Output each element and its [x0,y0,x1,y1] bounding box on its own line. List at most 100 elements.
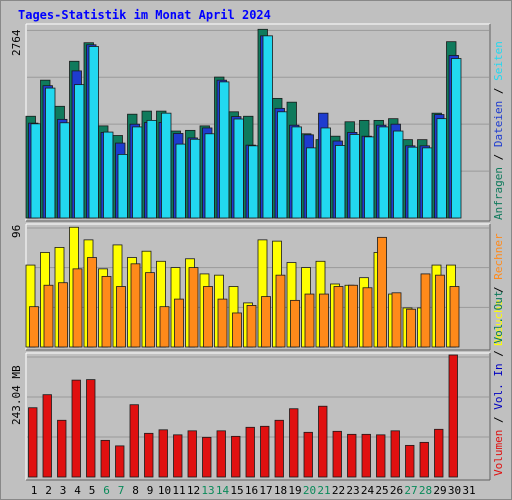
bar-rechner-day-4 [72,268,83,348]
legend-entry: Besuche [492,300,505,346]
bar-seiten-day-8 [132,126,143,219]
bar-rechner-day-12 [188,267,199,348]
bar-volumen-day-8 [129,404,139,478]
bar-rechner-day-23 [348,284,358,348]
bar-volumen-day-2 [42,394,52,478]
x-tick-label-day-19: 19 [288,484,301,497]
legend-entry: Dateien [492,101,505,147]
bar-seiten-day-3 [59,122,70,219]
bar-volumen-day-30 [448,354,458,478]
bar-seiten-day-2 [45,87,56,219]
y-axis-max-label-visits: 96 [10,225,23,238]
bar-volumen-day-22 [332,430,342,478]
bar-volumen-day-27 [405,444,415,478]
x-tick-label-day-21: 21 [317,484,330,497]
x-tick-label-day-27: 27 [404,484,417,497]
bar-seiten-day-6 [103,131,114,219]
bar-seiten-day-27 [407,146,418,219]
x-tick-label-day-3: 3 [60,484,67,497]
bar-rechner-day-15 [232,312,242,348]
right-legend-text: Anfragen / Dateien / Seiten [492,41,505,220]
bar-volumen-day-29 [434,428,444,478]
bar-seiten-day-21 [320,127,331,219]
bar-seiten-day-22 [335,145,346,219]
bar-rechner-day-24 [362,287,373,348]
bar-volumen-day-1 [28,407,38,478]
bar-rechner-day-21 [319,293,329,348]
legend-entry: Vol. Out [492,291,505,344]
bar-rechner-day-1 [29,306,39,348]
bar-volumen-day-12 [187,430,197,478]
bar-rechner-day-22 [333,286,344,348]
bar-rechner-day-27 [406,308,416,348]
bar-volumen-day-3 [57,419,67,478]
legend-entry: Seiten [492,41,505,81]
x-tick-label-day-18: 18 [274,484,287,497]
bar-rechner-day-17 [261,296,271,348]
bar-volumen-day-23 [347,433,357,478]
x-tick-label-day-4: 4 [74,484,81,497]
bar-seiten-day-29 [436,118,447,219]
bar-rechner-day-14 [217,298,228,348]
x-tick-label-day-20: 20 [303,484,316,497]
x-tick-label-day-26: 26 [390,484,403,497]
bar-volumen-day-5 [86,379,96,478]
bar-seiten-day-23 [349,134,360,219]
bar-volumen-day-11 [173,434,183,478]
bar-seiten-day-24 [364,136,375,219]
x-tick-label-day-24: 24 [361,484,375,497]
bar-volumen-day-21 [318,405,328,478]
x-tick-label-day-29: 29 [433,484,446,497]
bar-seiten-day-4 [74,84,85,219]
y-axis-max-label-requests: 2764 [10,29,23,56]
x-tick-label-day-5: 5 [89,484,96,497]
bar-seiten-day-12 [190,138,201,219]
x-tick-label-day-28: 28 [419,484,432,497]
bar-rechner-day-28 [420,273,431,348]
bar-volumen-day-4 [71,379,81,478]
bar-seiten-day-19 [291,126,302,219]
x-tick-label-day-7: 7 [118,484,125,497]
bar-rechner-day-30 [449,286,460,348]
bar-volumen-day-18 [274,419,284,478]
bar-volumen-day-19 [289,408,299,478]
bar-seiten-day-25 [378,126,389,219]
x-tick-label-day-13: 13 [201,484,214,497]
bar-seiten-day-16 [248,145,259,219]
bar-seiten-day-28 [422,147,433,219]
bar-volumen-day-17 [260,425,270,478]
bar-volumen-day-7 [115,445,125,478]
legend-entry: Vol. In [492,363,505,409]
bar-rechner-day-19 [290,299,300,348]
x-tick-label-day-1: 1 [31,484,38,497]
bar-seiten-day-9 [146,119,157,219]
bar-rechner-day-20 [304,293,315,348]
bar-seiten-day-15 [233,118,244,219]
bar-rechner-day-11 [174,298,184,348]
bar-rechner-day-5 [87,257,97,348]
bar-volumen-day-14 [216,430,226,478]
x-tick-label-day-16: 16 [245,484,258,497]
bar-seiten-day-1 [30,123,41,219]
bar-rechner-day-25 [377,236,387,348]
y-axis-max-label-volume: 243.04 MB [10,365,23,425]
x-tick-label-day-15: 15 [230,484,243,497]
bar-seiten-day-30 [451,58,462,219]
bar-volumen-day-26 [390,430,400,478]
x-tick-label-day-9: 9 [147,484,154,497]
bar-volumen-day-24 [361,433,371,478]
panel-volume [25,352,491,481]
bar-volumen-day-28 [419,441,429,478]
panel-requests [25,23,491,222]
legend-separator: / [492,147,505,167]
bar-volumen-day-9 [144,432,154,478]
bar-seiten-day-11 [175,143,186,219]
bar-rechner-day-3 [58,282,68,348]
x-tick-label-day-17: 17 [259,484,272,497]
bar-rechner-day-9 [145,272,155,348]
x-tick-label-day-30: 30 [448,484,461,497]
bar-volumen-day-20 [303,431,313,478]
legend-entry: Anfragen [492,167,505,220]
x-tick-label-day-25: 25 [375,484,388,497]
